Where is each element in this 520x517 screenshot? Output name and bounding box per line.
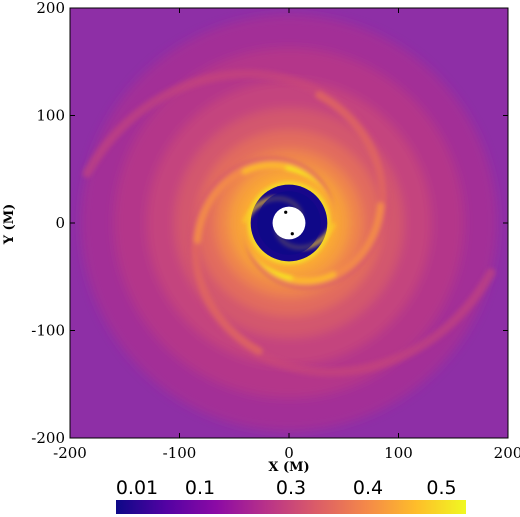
y-tick-label: -100	[31, 322, 65, 340]
heatmap-plot	[69, 7, 509, 439]
y-axis-label: Y (M)	[2, 204, 17, 246]
colorbar-tick-label: 0.4	[353, 477, 383, 499]
x-tick-label: 100	[384, 444, 413, 462]
y-tick-label: 100	[36, 107, 65, 125]
x-tick-label: -200	[53, 444, 87, 462]
y-tick-label: 200	[36, 0, 65, 17]
x-tick-label: 0	[284, 444, 294, 462]
excised-region	[272, 206, 306, 240]
colorbar: 0.01 0.1 0.3 0.4 0.5	[116, 477, 466, 514]
colorbar-tick-label: 0.5	[426, 477, 456, 499]
colorbar-tick-label: 0.01	[116, 477, 158, 499]
colorbar-tick-label: 0.3	[276, 477, 306, 499]
x-axis-label: X (M)	[268, 460, 309, 475]
y-tick-label: 0	[55, 214, 65, 232]
x-axis: -200 -100 0 100 200	[53, 8, 520, 462]
colorbar-strip	[116, 500, 466, 514]
colorbar-tick-label: 0.1	[185, 477, 215, 499]
x-tick-label: 200	[494, 444, 520, 462]
colorbar-labels: 0.01 0.1 0.3 0.4 0.5	[116, 477, 457, 499]
density-field	[80, 14, 498, 432]
y-tick-label: -200	[31, 429, 65, 447]
black-hole-marker	[290, 232, 294, 236]
black-hole-marker	[284, 210, 288, 214]
y-axis: -200 -100 0 100 200	[31, 0, 508, 447]
x-tick-label: -100	[163, 444, 197, 462]
